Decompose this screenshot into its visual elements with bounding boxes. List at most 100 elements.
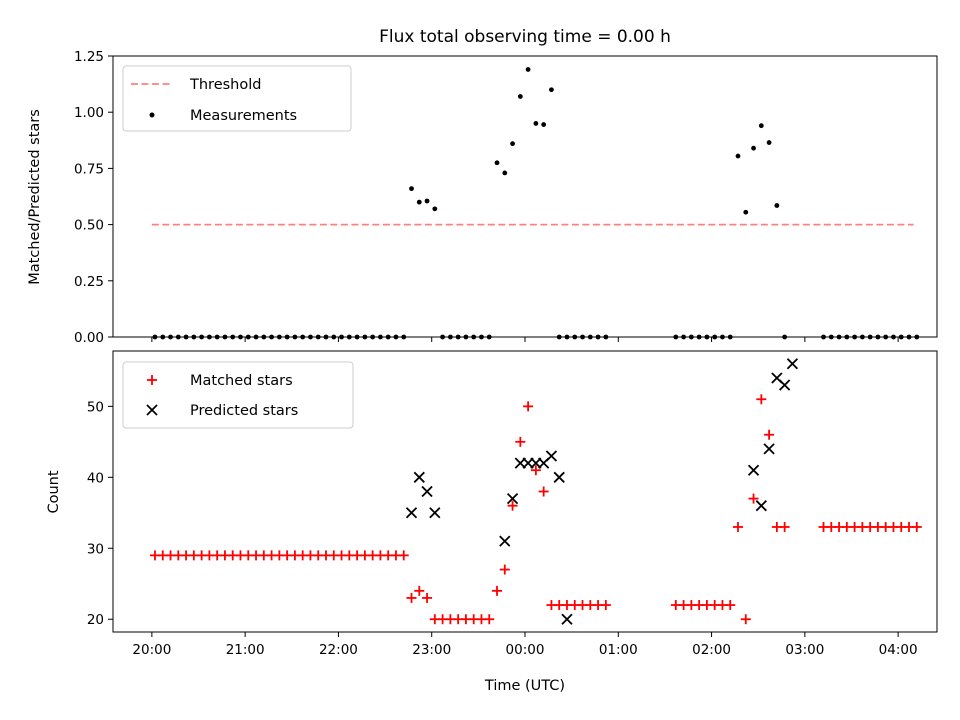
measurements-legend-swatch <box>149 112 155 118</box>
measurement-point <box>883 334 889 340</box>
x-stroke <box>413 471 425 483</box>
measurement-point <box>525 67 531 72</box>
measurement-point <box>245 334 251 340</box>
matched-star-point <box>748 493 759 504</box>
measurement-point <box>432 206 438 212</box>
measurement-point <box>541 122 547 127</box>
bottom-y-tick-label: 30 <box>87 541 104 557</box>
measurement-point <box>424 198 430 204</box>
x-tick-label: 02:00 <box>692 642 731 658</box>
measurement-point <box>308 334 313 340</box>
measurement-point <box>603 334 609 340</box>
measurement-point <box>774 203 780 208</box>
matched-star-point <box>779 521 790 532</box>
matched-star-point <box>523 401 534 412</box>
measurement-point <box>533 121 539 126</box>
predicted-star-point <box>421 485 433 498</box>
measurement-point <box>409 186 414 192</box>
measurement-point <box>595 334 601 340</box>
top-y-tick-label: 1.25 <box>74 49 104 65</box>
measurement-point <box>214 334 220 340</box>
measurement-point <box>510 141 515 147</box>
measurement-point <box>673 334 679 340</box>
measurement-point <box>821 334 826 340</box>
matched-star-point <box>725 600 736 611</box>
measurement-point <box>191 334 197 340</box>
x-stroke <box>771 372 783 384</box>
top-y-tick-label: 0.50 <box>74 218 104 234</box>
x-tick-label: 04:00 <box>879 642 918 658</box>
measurement-point <box>401 334 407 340</box>
measurement-point <box>354 334 360 340</box>
matched-star-point <box>600 600 611 611</box>
matched-star-point <box>764 429 775 440</box>
x-axis-label: Time (UTC) <box>484 678 565 694</box>
matched-star-point <box>492 585 503 596</box>
measurement-point <box>891 334 896 340</box>
predicted-star-point <box>553 471 565 483</box>
x-stroke <box>429 507 441 519</box>
measurement-point <box>502 170 508 176</box>
measurement-point <box>758 123 764 129</box>
measurement-point <box>494 160 500 166</box>
predicted-star-point <box>747 464 760 476</box>
measurement-point <box>331 334 337 340</box>
top-y-ticks: 0.00 0.25 0.50 0.75 1.00 1.25 <box>74 49 113 346</box>
matched-star-point <box>538 486 549 497</box>
measurement-point <box>859 334 865 340</box>
threshold-legend-label: Threshold <box>189 77 261 93</box>
measurement-point <box>580 334 585 340</box>
measurement-point <box>238 334 243 340</box>
matched-star-point <box>911 521 922 532</box>
top-y-tick-label: 0.00 <box>74 330 104 346</box>
measurement-point <box>852 334 857 340</box>
measurement-point <box>727 334 733 340</box>
measurement-point <box>782 334 788 340</box>
predicted-legend-swatch <box>146 404 158 416</box>
x-stroke <box>405 507 418 519</box>
measurement-point <box>385 334 391 340</box>
measurement-point <box>743 209 749 215</box>
measurement-point <box>875 334 881 340</box>
measurements-legend-label: Measurements <box>190 108 297 124</box>
measurement-point <box>206 334 212 340</box>
matched-star-point <box>756 394 767 405</box>
x-tick-label: 22:00 <box>319 642 358 658</box>
measurement-point <box>681 334 686 340</box>
measurement-point <box>160 334 166 340</box>
matched-star-point <box>484 614 495 625</box>
measurement-point <box>199 334 205 340</box>
bottom-y-ticks: 20 30 40 50 <box>87 399 113 628</box>
measurement-point <box>735 153 741 159</box>
measurement-point <box>564 334 570 340</box>
measurement-point <box>284 334 290 340</box>
measurement-point <box>315 334 321 340</box>
measurement-point <box>339 334 344 340</box>
x-stroke <box>779 379 791 391</box>
matched-legend-swatch <box>147 375 157 385</box>
measurement-point <box>222 334 228 340</box>
measurement-point <box>688 334 694 340</box>
bottom-legend-box <box>122 361 354 429</box>
predicted-star-point <box>779 379 791 391</box>
predicted-star-point <box>429 507 441 519</box>
x-tick-label: 21:00 <box>226 642 265 658</box>
measurement-point <box>556 334 562 340</box>
matched-star-point <box>740 614 751 625</box>
matched-star-point <box>499 564 510 575</box>
predicted-star-point <box>413 471 425 483</box>
matched-star-point <box>507 500 518 511</box>
top-y-tick-label: 1.00 <box>74 105 104 121</box>
x-stroke <box>755 500 767 512</box>
x-stroke <box>421 485 433 498</box>
matched-star-point <box>422 592 433 603</box>
measurement-point <box>704 334 710 340</box>
predicted-star-point <box>506 492 519 505</box>
measurement-point <box>447 334 453 340</box>
x-tick-label: 20:00 <box>132 642 171 658</box>
measurement-point <box>463 334 469 340</box>
matched-legend-label: Matched stars <box>190 373 293 389</box>
measurement-point <box>898 334 904 340</box>
bottom-x-ticks: 20:00 21:00 22:00 23:00 00:00 01:00 02:00 03:00… <box>132 632 918 658</box>
x-stroke <box>561 613 573 625</box>
